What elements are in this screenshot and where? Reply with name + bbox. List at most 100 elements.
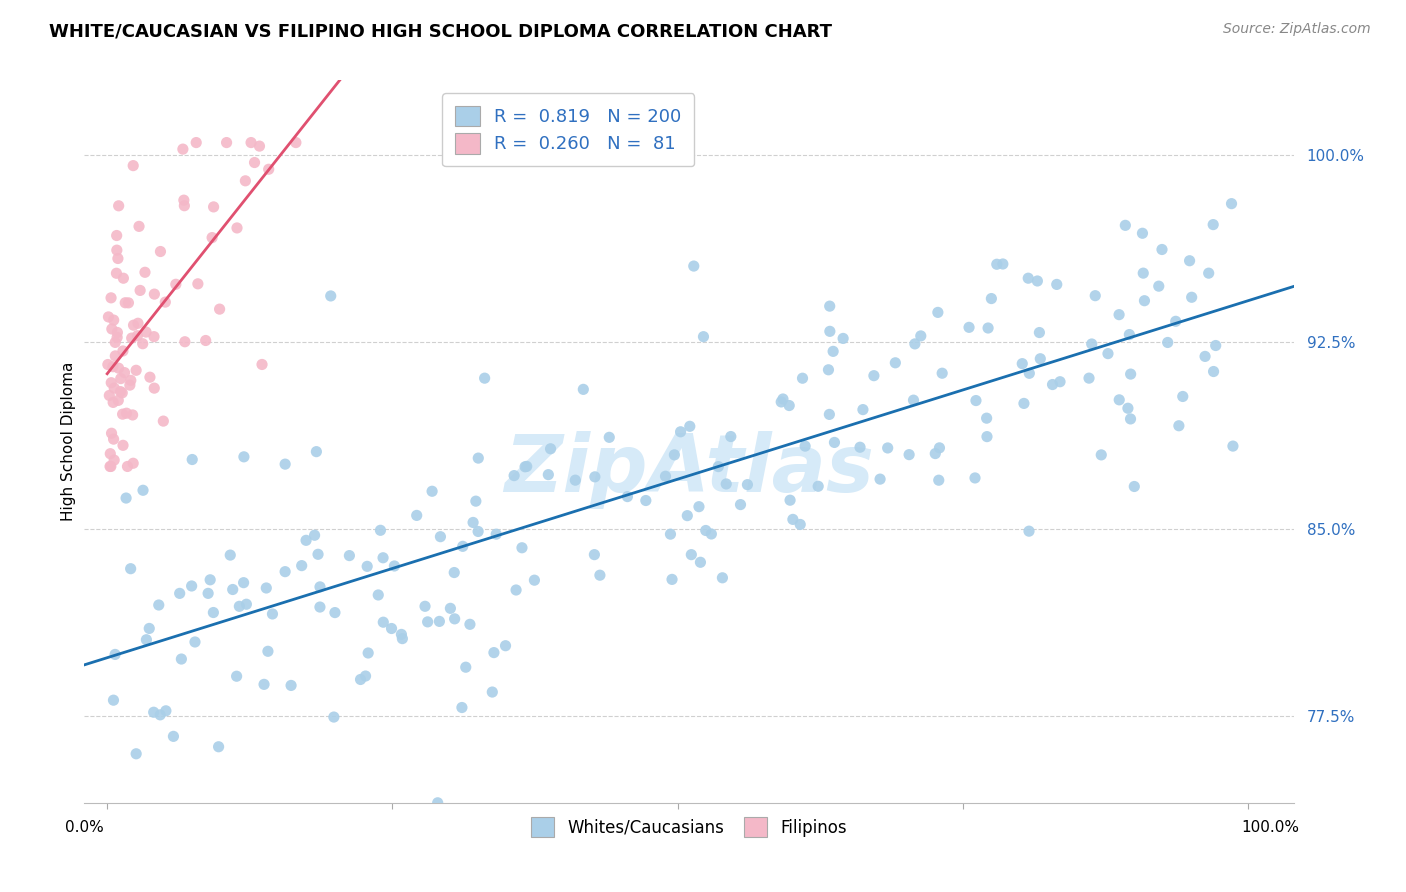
Point bbox=[125, 747, 148, 761]
Point bbox=[107, 252, 129, 266]
Point bbox=[111, 343, 134, 358]
Point bbox=[98, 447, 121, 461]
Point bbox=[291, 558, 314, 573]
Point bbox=[976, 429, 998, 443]
Point bbox=[976, 411, 998, 425]
Point bbox=[235, 174, 257, 188]
Point bbox=[794, 439, 817, 453]
Point bbox=[169, 586, 191, 600]
Point bbox=[416, 615, 439, 629]
Point bbox=[103, 381, 125, 395]
Point bbox=[876, 441, 898, 455]
Point bbox=[219, 548, 242, 562]
Point bbox=[1178, 253, 1201, 268]
Point bbox=[132, 483, 155, 498]
Point bbox=[152, 414, 174, 428]
Point bbox=[118, 378, 141, 392]
Point bbox=[789, 517, 811, 532]
Point bbox=[235, 597, 257, 611]
Point bbox=[461, 516, 484, 530]
Point bbox=[100, 291, 122, 305]
Point bbox=[143, 381, 166, 395]
Point bbox=[107, 199, 129, 213]
Point bbox=[1026, 274, 1049, 288]
Point bbox=[537, 467, 560, 482]
Point bbox=[863, 368, 886, 383]
Text: WHITE/CAUCASIAN VS FILIPINO HIGH SCHOOL DIPLOMA CORRELATION CHART: WHITE/CAUCASIAN VS FILIPINO HIGH SCHOOL … bbox=[49, 22, 832, 40]
Point bbox=[523, 573, 546, 587]
Point bbox=[110, 384, 132, 399]
Point bbox=[111, 407, 134, 421]
Point bbox=[208, 302, 231, 317]
Point bbox=[1194, 350, 1216, 364]
Point bbox=[262, 607, 284, 621]
Point bbox=[181, 452, 204, 467]
Point bbox=[924, 446, 946, 460]
Point bbox=[1132, 227, 1154, 241]
Point bbox=[105, 266, 128, 280]
Point bbox=[135, 325, 157, 339]
Point bbox=[1090, 448, 1112, 462]
Point bbox=[1171, 389, 1194, 403]
Point bbox=[654, 469, 676, 483]
Point bbox=[112, 271, 135, 285]
Text: 0.0%: 0.0% bbox=[65, 821, 104, 835]
Point bbox=[356, 559, 378, 574]
Point bbox=[564, 473, 586, 487]
Point bbox=[711, 571, 734, 585]
Point bbox=[98, 388, 121, 402]
Point bbox=[103, 432, 125, 446]
Point bbox=[458, 617, 481, 632]
Point bbox=[429, 530, 451, 544]
Point bbox=[104, 648, 127, 662]
Point bbox=[986, 257, 1008, 271]
Point bbox=[226, 221, 249, 235]
Point bbox=[131, 336, 153, 351]
Point bbox=[1157, 335, 1180, 350]
Point bbox=[373, 615, 395, 630]
Point bbox=[485, 527, 508, 541]
Point bbox=[1123, 479, 1146, 493]
Point bbox=[194, 334, 217, 348]
Point bbox=[583, 470, 606, 484]
Point bbox=[134, 265, 156, 279]
Point bbox=[98, 459, 121, 474]
Point bbox=[849, 440, 872, 454]
Point bbox=[1108, 392, 1130, 407]
Text: ZipAtlas: ZipAtlas bbox=[503, 432, 875, 509]
Point bbox=[240, 136, 263, 150]
Point bbox=[681, 548, 703, 562]
Point bbox=[100, 376, 122, 390]
Point bbox=[676, 508, 699, 523]
Point bbox=[852, 402, 875, 417]
Point bbox=[257, 162, 280, 177]
Point bbox=[135, 632, 157, 647]
Point bbox=[991, 257, 1014, 271]
Point bbox=[105, 243, 128, 257]
Point bbox=[117, 459, 139, 474]
Point bbox=[274, 565, 297, 579]
Point bbox=[371, 550, 394, 565]
Point bbox=[198, 573, 221, 587]
Point bbox=[818, 408, 841, 422]
Point bbox=[155, 295, 177, 310]
Point bbox=[143, 329, 166, 343]
Point bbox=[201, 230, 224, 244]
Point bbox=[1097, 346, 1119, 360]
Point bbox=[770, 395, 793, 409]
Point bbox=[467, 451, 489, 466]
Point bbox=[305, 444, 328, 458]
Point bbox=[339, 549, 361, 563]
Point bbox=[170, 652, 193, 666]
Point bbox=[1222, 439, 1244, 453]
Point bbox=[977, 321, 1000, 335]
Point bbox=[114, 295, 136, 310]
Point bbox=[481, 685, 503, 699]
Y-axis label: High School Diploma: High School Diploma bbox=[60, 362, 76, 521]
Point bbox=[1202, 364, 1225, 378]
Point bbox=[1029, 351, 1052, 366]
Point bbox=[1028, 326, 1050, 340]
Point bbox=[818, 324, 841, 338]
Point bbox=[111, 438, 134, 452]
Point bbox=[103, 453, 125, 467]
